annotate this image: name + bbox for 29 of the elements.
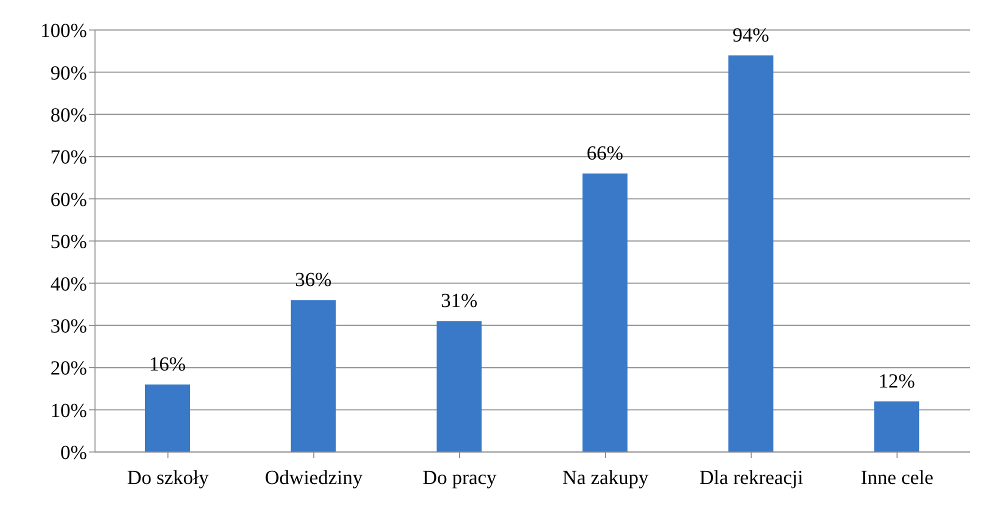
data-label: 16% bbox=[149, 353, 186, 376]
y-tick-label: 80% bbox=[50, 104, 87, 126]
y-tick-label: 0% bbox=[60, 442, 87, 464]
bar bbox=[728, 55, 774, 452]
data-label: 36% bbox=[294, 269, 332, 292]
bar bbox=[436, 321, 482, 452]
y-tick-label: 30% bbox=[50, 316, 87, 338]
y-tick-label: 90% bbox=[50, 62, 87, 84]
bar bbox=[145, 384, 190, 452]
y-tick-label: 10% bbox=[50, 400, 87, 422]
x-tick-label: Do pracy bbox=[422, 467, 497, 490]
y-tick-label: 50% bbox=[50, 231, 87, 254]
x-tick-label: Inne cele bbox=[860, 467, 934, 490]
data-label: 94% bbox=[732, 24, 770, 46]
data-label: 12% bbox=[878, 370, 916, 392]
bar bbox=[582, 173, 628, 452]
x-tick-label: Do szkoły bbox=[127, 467, 209, 490]
data-label: 31% bbox=[440, 290, 478, 312]
bar bbox=[290, 300, 336, 452]
x-tick-label: Na zakupy bbox=[562, 467, 648, 490]
y-tick-label: 60% bbox=[50, 188, 87, 211]
y-tick-label: 40% bbox=[50, 273, 87, 296]
x-tick-label: Dla rekreacji bbox=[699, 467, 804, 490]
data-label: 66% bbox=[586, 142, 624, 164]
y-tick-label: 20% bbox=[50, 358, 87, 380]
x-tick-label: Odwiedziny bbox=[264, 467, 363, 490]
y-tick-label: 70% bbox=[50, 146, 87, 169]
y-tick-label: 100% bbox=[40, 20, 87, 42]
bar bbox=[874, 401, 920, 452]
